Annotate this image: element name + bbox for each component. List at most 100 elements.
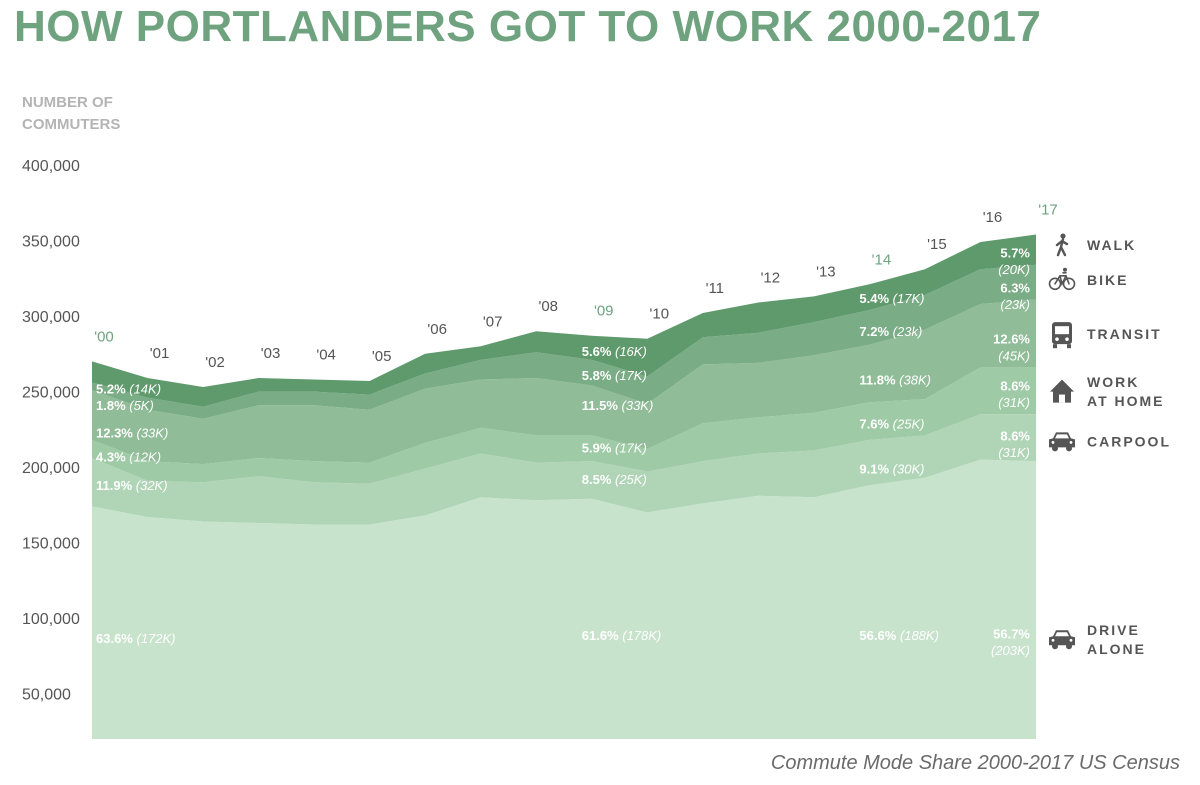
car-window (1055, 632, 1069, 637)
year-label: '07 (483, 313, 503, 330)
data-label: 8.5% (25K) (582, 472, 647, 487)
legend-label: WORK (1087, 374, 1139, 390)
walk-head (1060, 233, 1066, 239)
data-label-pct: 8.6% (1000, 379, 1030, 394)
data-label: 5.6% (16K) (582, 344, 647, 359)
year-label: '01 (150, 345, 170, 362)
data-label-count: (23k) (1000, 297, 1030, 312)
year-label: '03 (261, 345, 281, 362)
car-wheel (1066, 445, 1072, 452)
walk-icon (1055, 233, 1069, 257)
y-axis-ticks: 50,000 100,000 150,000 200,000 250,000 300,00… (22, 158, 80, 704)
legend-label: TRANSIT (1087, 326, 1162, 342)
bike-frame (1054, 271, 1070, 287)
bike-rider-head (1063, 267, 1067, 272)
bike-icon (1048, 267, 1076, 291)
data-labels: 5.2% (14K)1.8% (5K) 12.3% (33K) 4.3% (12K)… (96, 246, 1030, 658)
legend-label: CARPOOL (1087, 433, 1171, 449)
data-label: 4.3% (12K) (96, 450, 161, 465)
car-light (1051, 441, 1055, 444)
year-label: '17 (1038, 201, 1058, 218)
year-label: '10 (650, 306, 670, 323)
data-label: 11.5% (33K) (582, 398, 654, 413)
legend-label: BIKE (1087, 272, 1128, 288)
year-label: '16 (983, 209, 1003, 226)
data-label-count: (203K) (991, 643, 1030, 658)
data-label-pct: 6.3% (1000, 280, 1030, 295)
chart-title: HOW PORTLANDERS GOT TO WORK 2000-2017 (14, 2, 1042, 51)
year-label: '08 (538, 298, 558, 315)
year-label: '02 (205, 354, 225, 371)
bus-light (1055, 337, 1059, 341)
year-label: '14 (872, 251, 892, 268)
y-tick-label: 150,000 (22, 536, 80, 553)
house-door (1059, 394, 1065, 403)
bus-wheel (1067, 344, 1071, 349)
car-wheel (1066, 643, 1072, 650)
data-label: 12.3% (33K) (96, 425, 168, 440)
year-label: '04 (316, 346, 336, 363)
year-label: '00 (94, 328, 114, 345)
car-window (1055, 434, 1069, 439)
data-label: 5.4% (17K) (859, 291, 924, 306)
bus-wheel (1053, 344, 1057, 349)
data-label: 5.9% (17K) (582, 440, 647, 455)
y-axis-label-line: NUMBER OF (22, 94, 113, 111)
house-shape (1050, 379, 1074, 403)
area-drive-alone (92, 459, 1036, 739)
car-wheel (1052, 643, 1058, 650)
data-label: 9.1% (30K) (859, 462, 924, 477)
area-bike (92, 264, 1036, 419)
bus-icon (1052, 322, 1072, 349)
y-tick-label: 50,000 (22, 687, 71, 704)
data-label: 11.9% (32K) (96, 478, 168, 493)
data-label: 7.6% (25K) (859, 416, 924, 431)
car-icon (1049, 630, 1075, 650)
data-label: 7.2% (23k) (859, 324, 922, 339)
year-label: '05 (372, 348, 392, 365)
area-work-at-home (92, 367, 1036, 484)
data-label: 5.8% (17K) (582, 368, 647, 383)
area-walk (92, 234, 1036, 407)
car-light (1069, 441, 1073, 444)
legend-label: AT HOME (1087, 393, 1165, 409)
car-body (1049, 630, 1075, 646)
bus-light (1065, 337, 1069, 341)
data-label: 61.6% (178K) (582, 628, 662, 643)
y-tick-label: 100,000 (22, 611, 80, 628)
legend-label: WALK (1087, 237, 1136, 253)
year-label: '13 (816, 263, 836, 280)
data-label-count: (31K) (998, 395, 1030, 410)
data-label-pct: 8.6% (1000, 428, 1030, 443)
y-tick-label: 300,000 (22, 309, 80, 326)
data-label: 56.6% (188K) (859, 628, 939, 643)
data-label-count: (31K) (998, 445, 1030, 460)
year-labels: '00 '01 '02 '03 '04 '05 '06 '07 '08 '09 '10 '11 '12 '… (94, 201, 1058, 371)
data-label-pct: 12.6% (993, 332, 1030, 347)
legend-label: ALONE (1087, 641, 1146, 657)
data-label: 63.6% (172K) (96, 631, 176, 646)
data-label: 11.8% (38K) (859, 372, 931, 387)
y-tick-label: 400,000 (22, 158, 80, 175)
legend-label: DRIVE (1087, 622, 1140, 638)
bus-window (1055, 326, 1069, 335)
source-note: Commute Mode Share 2000-2017 US Census (770, 752, 1180, 774)
area-layers (92, 234, 1036, 739)
year-label: '12 (761, 269, 781, 286)
data-label-pct: 56.7% (993, 626, 1030, 641)
data-label-count: (20K) (998, 262, 1030, 277)
car-wheel (1052, 445, 1058, 452)
area-carpool (92, 414, 1036, 525)
y-tick-label: 250,000 (22, 385, 80, 402)
y-tick-label: 350,000 (22, 234, 80, 251)
walk-body (1055, 237, 1069, 257)
year-label: '06 (427, 321, 447, 338)
car-light (1069, 638, 1073, 642)
data-label-pct: 5.7% (1000, 246, 1030, 261)
car-light (1051, 638, 1055, 642)
data-label-count: (45K) (998, 348, 1030, 363)
year-label: '15 (927, 236, 947, 253)
car-body (1049, 432, 1075, 448)
bike-wheel (1062, 277, 1076, 291)
